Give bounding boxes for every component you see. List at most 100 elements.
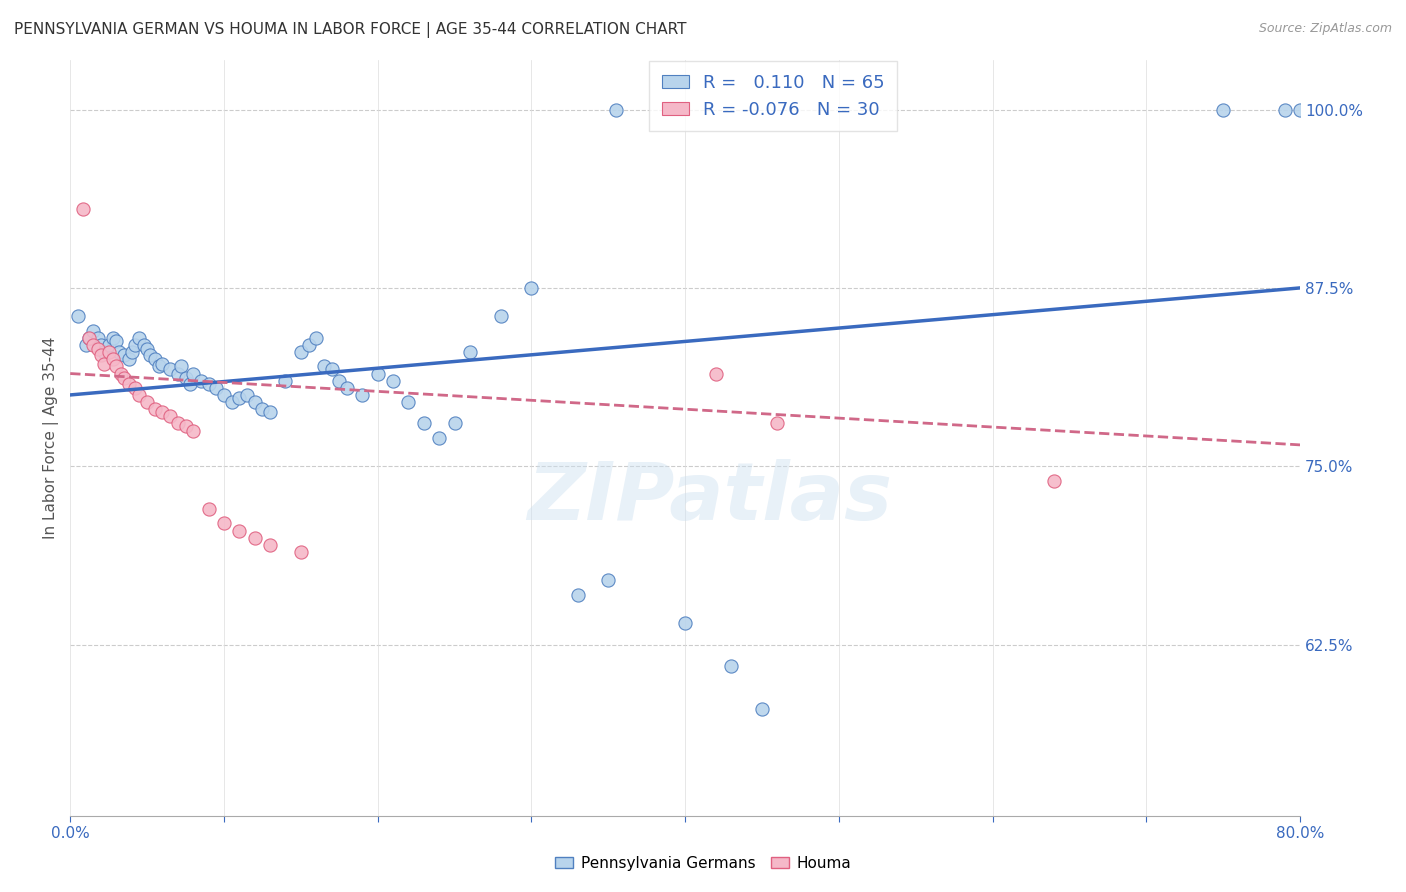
Point [82,324,104,338]
Point [112,348,135,362]
Text: PENNSYLVANIA GERMAN VS HOUMA IN LABOR FORCE | AGE 35-44 CORRELATION CHART: PENNSYLVANIA GERMAN VS HOUMA IN LABOR FO… [14,22,686,38]
Point [567,588,589,602]
Point [128,388,150,402]
Point [1289,103,1312,117]
Point [197,376,219,391]
Point [159,409,181,424]
Point [412,417,434,431]
Point [367,367,389,381]
Point [152,405,174,419]
Point [305,331,328,345]
Point [121,345,143,359]
Point [87,331,110,345]
Point [673,616,696,631]
Point [90,348,112,362]
Point [259,405,281,419]
Text: ZIPatlas: ZIPatlas [527,459,893,537]
Point [1043,474,1066,488]
Point [82,338,104,352]
Point [132,338,155,352]
Point [174,419,197,434]
Point [87,343,110,357]
Point [181,424,204,438]
Point [143,352,166,367]
Point [274,374,297,388]
Point [112,371,135,385]
Point [228,391,250,405]
Point [117,352,139,367]
Point [103,331,125,345]
Point [90,338,112,352]
Point [228,524,250,538]
Point [243,531,266,545]
Point [328,374,350,388]
Point [297,338,319,352]
Point [105,359,128,374]
Point [77,331,100,345]
Point [766,417,789,431]
Point [190,374,212,388]
Point [382,374,405,388]
Point [520,281,543,295]
Point [108,345,131,359]
Point [1274,103,1296,117]
Point [97,338,120,352]
Point [212,516,235,531]
Point [290,345,312,359]
Point [352,388,374,402]
Point [159,362,181,376]
Y-axis label: In Labor Force | Age 35-44: In Labor Force | Age 35-44 [44,336,59,539]
Point [93,345,115,359]
Point [290,545,312,559]
Point [259,538,281,552]
Point [243,395,266,409]
Point [143,402,166,417]
Point [66,310,89,324]
Point [174,371,197,385]
Point [124,338,146,352]
Point [489,310,512,324]
Point [72,202,94,217]
Point [605,103,627,117]
Point [128,331,150,345]
Point [136,343,159,357]
Point [751,702,773,716]
Point [148,359,170,374]
Point [170,359,193,374]
Point [103,352,125,367]
Point [443,417,465,431]
Point [704,367,727,381]
Point [598,574,620,588]
Point [396,395,419,409]
Point [93,357,115,371]
Point [136,395,159,409]
Point [139,348,162,362]
Point [1212,103,1234,117]
Point [197,502,219,516]
Point [152,357,174,371]
Point [427,431,450,445]
Point [181,367,204,381]
Point [97,345,120,359]
Point [252,402,274,417]
Text: Source: ZipAtlas.com: Source: ZipAtlas.com [1258,22,1392,36]
Point [166,367,188,381]
Point [336,381,359,395]
Point [312,359,335,374]
Point [212,388,235,402]
Point [720,659,742,673]
Point [321,362,343,376]
Point [77,331,100,345]
Point [75,338,97,352]
Point [105,334,128,348]
Legend: Pennsylvania Germans, Houma: Pennsylvania Germans, Houma [548,850,858,877]
Point [110,367,132,381]
Point [179,376,201,391]
Point [236,388,259,402]
Point [205,381,228,395]
Point [124,381,146,395]
Point [221,395,243,409]
Point [458,345,481,359]
Legend: R =   0.110   N = 65, R = -0.076   N = 30: R = 0.110 N = 65, R = -0.076 N = 30 [650,61,897,131]
Point [117,376,139,391]
